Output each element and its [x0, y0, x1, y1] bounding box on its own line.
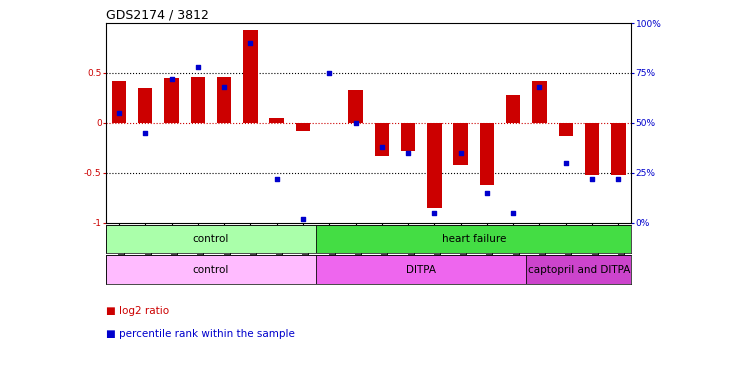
Point: [297, 216, 309, 222]
Point: [429, 210, 440, 216]
Bar: [348, 90, 363, 123]
Text: ■ percentile rank within the sample: ■ percentile rank within the sample: [106, 329, 295, 339]
Point: [586, 176, 598, 182]
Bar: [526, 255, 631, 284]
Bar: [453, 123, 468, 165]
Bar: [106, 225, 316, 253]
Text: control: control: [193, 265, 229, 275]
Point: [350, 120, 361, 126]
Point: [455, 150, 466, 156]
Point: [323, 70, 335, 76]
Point: [376, 144, 388, 150]
Point: [166, 76, 177, 82]
Point: [139, 130, 151, 136]
Bar: [316, 225, 631, 253]
Text: heart failure: heart failure: [442, 234, 506, 244]
Text: control: control: [193, 234, 229, 244]
Bar: [401, 123, 415, 151]
Point: [218, 84, 230, 90]
Bar: [112, 81, 126, 123]
Bar: [558, 123, 573, 136]
Point: [192, 64, 204, 70]
Bar: [611, 123, 626, 175]
Bar: [269, 118, 284, 123]
Bar: [138, 88, 153, 123]
Bar: [243, 30, 258, 123]
Bar: [532, 81, 547, 123]
Point: [113, 110, 125, 116]
Text: DITPA: DITPA: [406, 265, 437, 275]
Point: [271, 176, 283, 182]
Text: ■ log2 ratio: ■ log2 ratio: [106, 306, 169, 316]
Bar: [217, 77, 231, 123]
Text: captopril and DITPA: captopril and DITPA: [528, 265, 630, 275]
Bar: [296, 123, 310, 131]
Point: [507, 210, 519, 216]
Bar: [480, 123, 494, 185]
Text: GDS2174 / 3812: GDS2174 / 3812: [106, 9, 209, 22]
Bar: [585, 123, 599, 175]
Bar: [506, 95, 520, 123]
Point: [402, 150, 414, 156]
Point: [245, 40, 256, 46]
Bar: [316, 255, 526, 284]
Point: [534, 84, 545, 90]
Bar: [164, 78, 179, 123]
Bar: [106, 255, 316, 284]
Point: [612, 176, 624, 182]
Bar: [374, 123, 389, 156]
Point: [560, 160, 572, 166]
Bar: [427, 123, 442, 208]
Bar: [191, 77, 205, 123]
Point: [481, 190, 493, 196]
